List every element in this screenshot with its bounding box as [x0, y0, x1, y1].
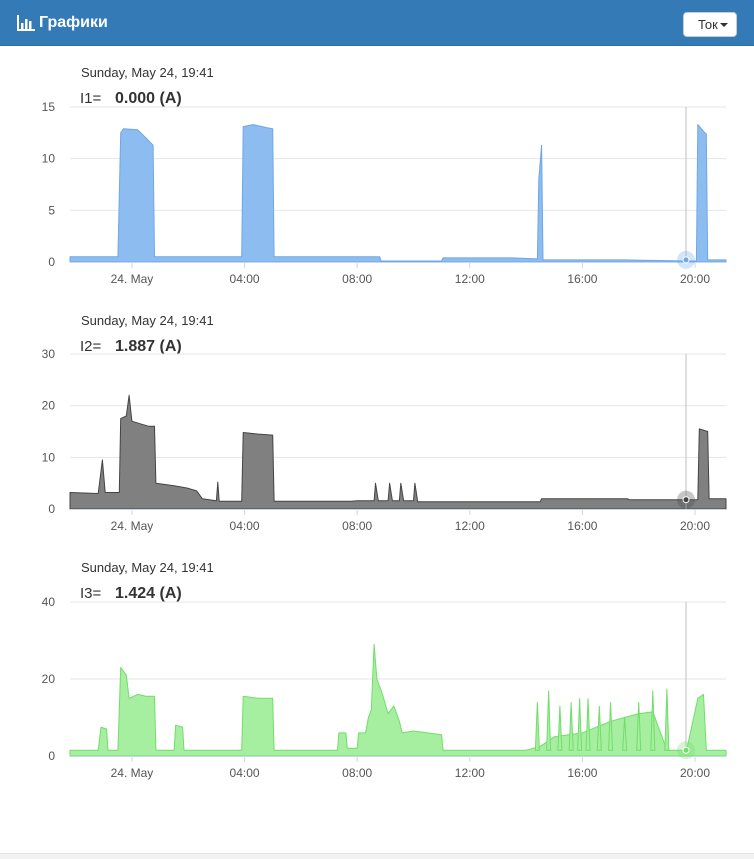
header-bar: Графики Ток	[0, 0, 754, 46]
series-area	[69, 643, 727, 757]
metric-select[interactable]: Ток	[683, 12, 737, 37]
series-spike	[534, 702, 540, 751]
series-spike	[622, 717, 628, 751]
x-tick-label: 08:00	[342, 272, 372, 286]
series-spike	[577, 698, 583, 751]
series-spike	[636, 702, 642, 751]
series-spike	[650, 690, 656, 751]
y-tick-label: 5	[48, 203, 55, 217]
series-area	[69, 124, 727, 263]
hover-marker	[682, 746, 690, 754]
series-spike	[568, 702, 574, 751]
x-tick-label: 04:00	[230, 272, 260, 286]
series-spike	[664, 688, 670, 751]
series-label: I1=	[80, 90, 102, 107]
x-tick-label: 24. May	[111, 272, 154, 286]
x-tick-label: 08:00	[342, 519, 372, 533]
x-tick-label: 24. May	[111, 766, 154, 780]
x-tick-label: 16:00	[567, 766, 597, 780]
page-title: Графики	[39, 14, 108, 31]
y-tick-label: 20	[42, 399, 56, 413]
chart-3: Sunday, May 24, 19:41 I3= 1.424 (A) 0 20 40 24…	[42, 560, 727, 780]
x-tick-label: 12:00	[455, 766, 485, 780]
y-tick-label: 10	[42, 450, 56, 464]
x-tick-label: 20:00	[680, 766, 710, 780]
y-tick-label: 15	[42, 100, 56, 114]
chevron-down-icon	[720, 23, 728, 27]
footer-divider	[0, 853, 754, 859]
value-label: 1.424 (A)	[115, 585, 182, 602]
chart-2: Sunday, May 24, 19:41 I2= 1.887 (A) 0 10 20 30…	[42, 313, 727, 533]
y-tick-label: 20	[42, 672, 56, 686]
x-tick-label: 04:00	[230, 766, 260, 780]
series-spike	[596, 705, 602, 751]
metric-select-value: Ток	[698, 17, 718, 32]
series-label: I2=	[80, 338, 102, 355]
value-label: 0.000 (A)	[115, 90, 182, 107]
y-tick-label: 30	[42, 347, 56, 361]
y-tick-label: 0	[48, 255, 55, 269]
y-tick-label: 0	[48, 502, 55, 516]
x-tick-label: 20:00	[680, 272, 710, 286]
chart-1: Sunday, May 24, 19:41 I1= 0.000 (A) 0 5 10 15 2…	[42, 65, 727, 286]
series-spike	[546, 690, 552, 751]
y-tick-label: 10	[42, 152, 56, 166]
date-label: Sunday, May 24, 19:41	[81, 313, 214, 328]
date-label: Sunday, May 24, 19:41	[81, 65, 214, 80]
series-spike	[608, 702, 614, 751]
series-spike	[585, 698, 591, 751]
series-label: I3=	[80, 585, 102, 602]
x-tick-label: 12:00	[455, 272, 485, 286]
hover-marker	[682, 496, 690, 504]
x-tick-label: 24. May	[111, 519, 154, 533]
y-tick-label: 40	[42, 595, 56, 609]
value-label: 1.887 (A)	[115, 338, 182, 355]
series-spike	[557, 705, 563, 751]
date-label: Sunday, May 24, 19:41	[81, 560, 214, 575]
x-tick-label: 16:00	[567, 272, 597, 286]
hover-marker	[682, 256, 690, 264]
x-tick-label: 16:00	[567, 519, 597, 533]
series-area	[69, 394, 727, 510]
x-tick-label: 04:00	[230, 519, 260, 533]
y-tick-label: 0	[48, 749, 55, 763]
bar-chart-icon	[17, 15, 35, 31]
x-tick-label: 12:00	[455, 519, 485, 533]
x-tick-label: 08:00	[342, 766, 372, 780]
x-tick-label: 20:00	[680, 519, 710, 533]
